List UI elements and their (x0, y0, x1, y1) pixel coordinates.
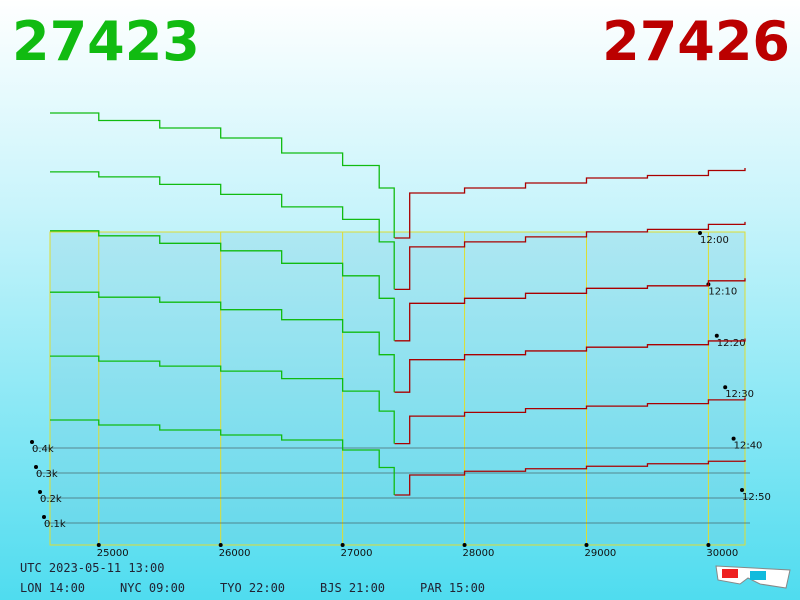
bid-depth-line (50, 419, 395, 495)
x-tick-label: 28000 (463, 548, 495, 559)
bid-price: 27423 (12, 10, 200, 73)
tick-mark (706, 543, 711, 547)
time-tick (723, 385, 728, 390)
time-label: 12:10 (708, 286, 737, 297)
time-label: 12:20 (717, 338, 746, 349)
tick-mark (96, 543, 101, 547)
ask-depth-line (394, 278, 746, 342)
tick-mark (38, 490, 42, 494)
ask-depth-line (394, 168, 746, 239)
ask-depth-line (394, 397, 746, 445)
ask-depth-line (394, 221, 746, 291)
time-tick (731, 436, 736, 441)
time-label: 12:30 (725, 389, 754, 400)
tick-mark (340, 543, 345, 547)
tick-mark (462, 543, 467, 547)
x-tick-label: 27000 (341, 548, 373, 559)
x-tick-label: 25000 (97, 548, 129, 559)
utc-time: UTC 2023-05-11 13:00 (20, 561, 165, 575)
bid-depth-line (50, 112, 395, 238)
city-time: NYC 09:00 (120, 581, 185, 595)
tick-mark (218, 543, 223, 547)
floor (49, 231, 746, 546)
glasses-icon[interactable] (715, 565, 791, 589)
city-time: PAR 15:00 (420, 581, 485, 595)
x-tick-label: 30000 (706, 548, 738, 559)
bid-depth-line (50, 291, 395, 393)
bid-depth-line (50, 171, 395, 290)
z-tick-label: 0.3k (36, 469, 58, 480)
z-tick-label: 0.4k (32, 444, 54, 455)
city-time: TYO 22:00 (220, 581, 285, 595)
time-tick (698, 231, 702, 235)
city-time: LON 14:00 (20, 581, 85, 595)
tick-mark (34, 465, 38, 469)
time-label: 12:50 (742, 492, 771, 503)
bid-depth-line (50, 355, 395, 444)
ask-price: 27426 (602, 10, 790, 73)
tick-mark (584, 543, 589, 547)
ask-depth-line (394, 460, 746, 496)
tick-mark (30, 440, 34, 444)
city-time: BJS 21:00 (320, 581, 385, 595)
x-tick-label: 26000 (219, 548, 251, 559)
time-tick (740, 488, 744, 492)
time-label: 12:00 (700, 235, 729, 246)
z-tick-label: 0.2k (40, 494, 62, 505)
plot: 25000 26000 27000 28000 29000 30000 0.1k 0.2k 0.… (30, 112, 771, 559)
tick-mark (42, 515, 46, 519)
time-tick (714, 333, 719, 338)
time-label: 12:40 (734, 441, 763, 452)
z-tick-label: 0.1k (44, 519, 66, 530)
x-tick-label: 29000 (584, 548, 616, 559)
bid-depth-line (50, 230, 395, 341)
ask-depth-line (394, 338, 746, 393)
